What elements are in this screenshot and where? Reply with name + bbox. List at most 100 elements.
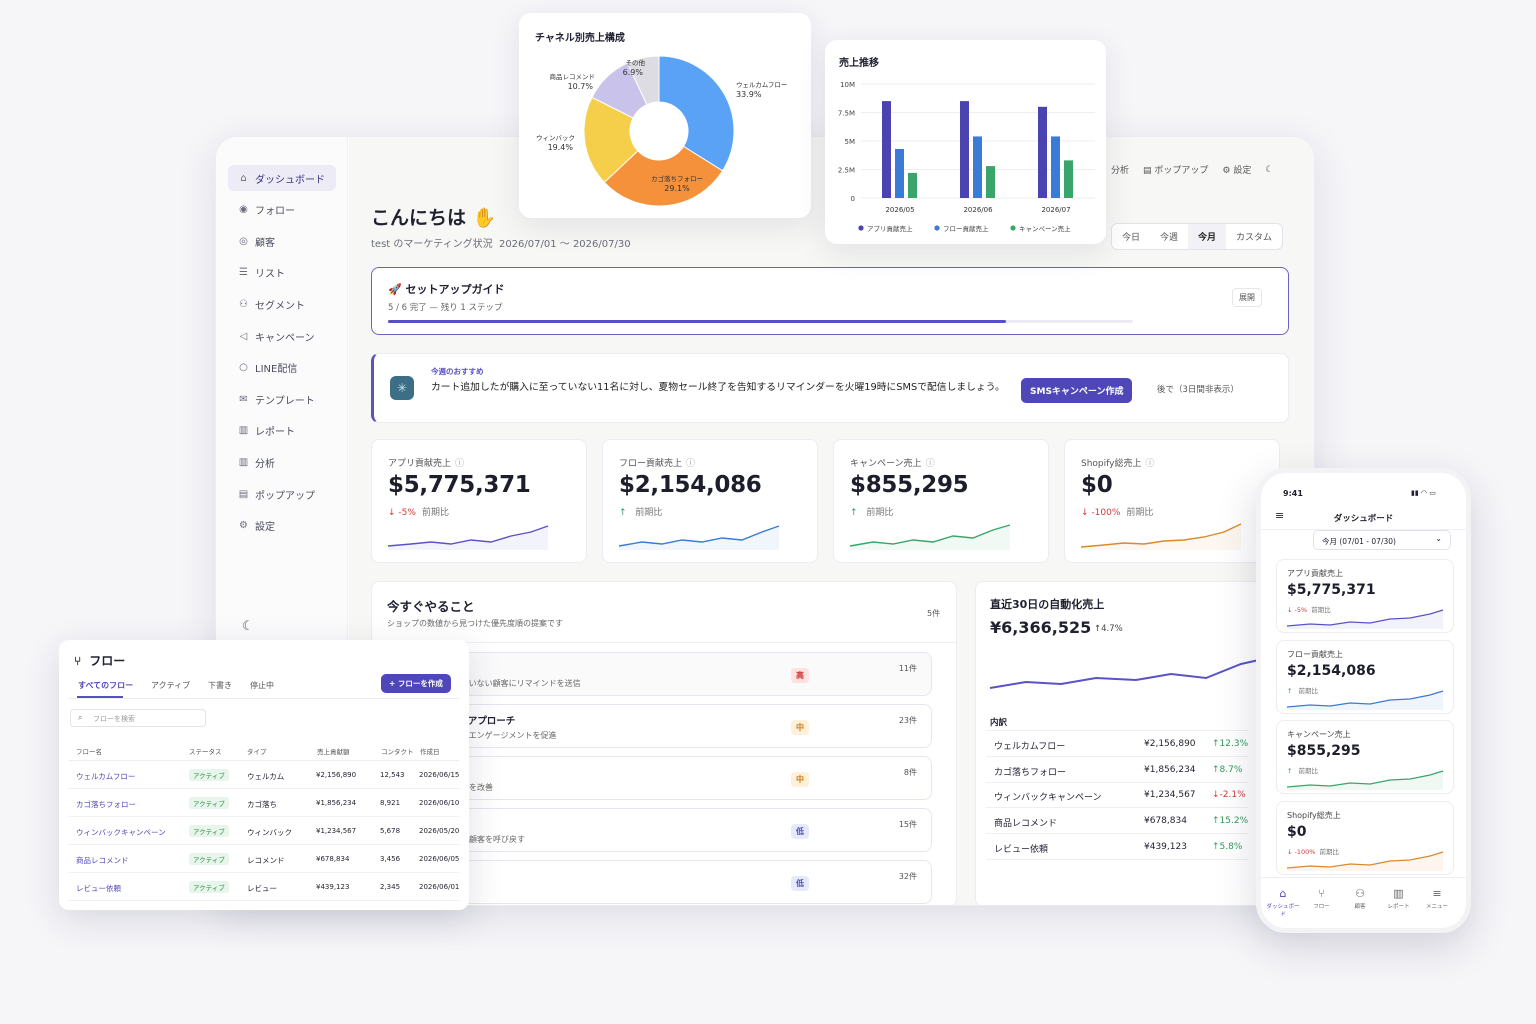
flow-row[interactable]: 商品レコメンド アクティブ レコメンド ¥678,834 3,456 2026/06/05 [69,845,459,873]
flow-date: 2026/06/10 [419,799,460,807]
sidebar-item-11[interactable]: ⚙ 設定 [228,513,336,539]
status-badge: アクティブ [189,853,229,865]
todo-item-count: 15件 [898,820,917,829]
kpi-label: アプリ貢献売上 [388,459,452,469]
mobile-title: ダッシュボード [1333,514,1394,524]
flow-column-header[interactable]: ステータス [189,748,222,756]
flow-column-header[interactable]: 作成日 [420,748,440,756]
home-icon: ⌂ [1279,887,1287,900]
flow-type: レビュー [247,884,277,893]
mobile-nav-1[interactable]: ⑂ フロー [1304,887,1340,910]
automation-value: ¥6,366,525 [990,618,1092,637]
sidebar-item-3[interactable]: ☰ リスト [228,260,336,286]
mobile-kpi-card: キャンペーン売上 $855,295 ↑ 前期比 [1276,720,1454,794]
range-option-2[interactable]: 今月 [1188,224,1227,249]
mobile-range-select[interactable]: 今月 (07/01 - 07/30) ⌄ [1313,530,1451,550]
popup-icon: ▤ [238,488,249,500]
sidebar-item-9[interactable]: ▥ 分析 [228,449,336,475]
create-sms-campaign-button[interactable]: SMSキャンペーン作成 [1021,378,1133,403]
mobile-nav-2[interactable]: ⚇ 顧客 [1342,887,1378,910]
sidebar-item-7[interactable]: ✉ テンプレート [228,386,336,412]
range-option-0[interactable]: 今日 [1122,233,1141,243]
flow-column-header[interactable]: コンタクト [381,748,414,756]
y-tick-label: 10M [840,81,855,89]
popup-icon: ▤ [1143,166,1155,176]
nav-popup[interactable]: ▤ ポップアップ [1143,166,1209,176]
chat-bubble-icon: ○ [239,362,248,374]
dismiss-later-link[interactable]: 後で（3日間非表示） [1157,385,1239,395]
flow-column-header[interactable]: フロー名 [76,748,102,756]
kpi-compare: 前期比 [1126,508,1154,518]
dark-mode-icon[interactable]: ☾ [242,619,254,634]
mobile-kpi-label: フロー貢献売上 [1287,649,1343,659]
moon-icon[interactable]: ☾ [1265,164,1274,175]
flow-search-input[interactable]: ⌕ フローを検索 [70,709,206,727]
sidebar-item-2[interactable]: ◎ 顧客 [228,228,336,254]
sidebar-item-6[interactable]: ○ LINE配信 [228,355,336,381]
range-option-1[interactable]: 今週 [1160,233,1179,243]
nav-settings[interactable]: ⚙ 設定 [1222,166,1252,176]
flow-date: 2026/05/20 [419,827,460,835]
flow-row[interactable]: レビュー依頼 アクティブ レビュー ¥439,123 2,345 2026/06/01 [69,873,459,901]
setup-guide[interactable]: 🚀 セットアップガイド 5 / 6 完了 — 残り 1 ステップ 展開 [371,267,1289,335]
bar [986,166,995,198]
sidebar-item-8[interactable]: ▥ レポート [228,418,336,444]
flow-date: 2026/06/15 [419,771,460,779]
mobile-nav-3[interactable]: ▥ レポート [1381,887,1417,910]
status-icons: ▮▮ ◠ ▭ [1411,489,1436,497]
sidebar-item-4[interactable]: ⚇ セグメント [228,291,336,317]
todo-item-desc: ト追加したが購入に至っていない顧客にリマインドを送信 [373,679,581,688]
flow-row[interactable]: ウィンバックキャンペーン アクティブ ウィンバック ¥1,234,567 5,678 20… [69,817,459,845]
pie-category-label: 商品レコメンド [550,72,596,81]
setup-progress-bar [388,320,1007,323]
flow-row[interactable]: カゴ落ちフォロー アクティブ カゴ落ち ¥1,856,234 8,921 2026/06/… [69,789,459,817]
automation-revenue-panel: 直近30日の自動化売上 ¥6,366,525 ↑4.7% 内訳 ウェルカムフロー… [975,581,1275,905]
flow-tab-3[interactable]: 停止中 [250,681,274,690]
flow-icon: ⑂ [74,653,82,668]
flow-name-link[interactable]: カゴ落ちフォロー [76,800,136,809]
mobile-nav-4[interactable]: ≡ メニュー [1419,887,1455,910]
sidebar-item-1[interactable]: ◉ フォロー [228,197,336,223]
sidebar-item-0[interactable]: ⌂ ダッシュボード [228,165,336,191]
bar [1064,160,1073,198]
mobile-nav-0[interactable]: ⌂ ダッシュボード [1265,887,1301,918]
sidebar-item-label: テンプレート [255,395,315,407]
bar-chart-icon: ▥ [238,456,249,468]
mobile-kpi-card: Shopify総売上 $0 ↓ -100% 前期比 [1276,800,1454,875]
menu-icon[interactable]: ≡ [1275,509,1285,522]
flow-name-link[interactable]: ウェルカムフロー [76,772,136,781]
nav-analysis[interactable]: 分析 [1111,166,1130,176]
kpi-card: アプリ貢献売上 ⓘ $5,775,371 ↓ -5% 前期比 [371,439,587,563]
flow-row[interactable]: ウェルカムフロー アクティブ ウェルカム ¥2,156,890 12,543 2026/0… [69,761,459,789]
sidebar-item-5[interactable]: ◁ キャンペーン [228,323,336,349]
expand-button[interactable]: 展開 [1232,288,1262,307]
breakdown-name: レビュー依頼 [994,844,1049,855]
x-tick-label: 2026/06 [963,206,993,214]
todo-count: 5件 [927,609,941,618]
flow-name-link[interactable]: 商品レコメンド [76,856,129,865]
flow-column-header[interactable]: タイプ [247,748,267,756]
users-icon: ⚇ [1355,887,1365,900]
weekly-recommendation: ✳ 今週のおすすめ カート追加したが購入に至っていない11名に対し、夏物セール終… [371,353,1289,423]
flow-tab-1[interactable]: アクティブ [151,681,191,690]
kpi-compare: 前期比 [866,508,894,518]
pie-percent-label: 29.1% [664,184,690,193]
info-icon: ⓘ [455,459,465,469]
sidebar-item-10[interactable]: ▤ ポップアップ [228,481,336,507]
arrow-up-icon: ↑ [1287,767,1295,775]
flow-column-header[interactable]: 売上貢献額 [317,748,350,756]
kpi-compare: 前期比 [421,508,449,518]
gear-icon: ⚙ [1222,166,1234,176]
bar [882,101,891,198]
flow-tab-0[interactable]: すべてのフロー [78,681,134,690]
flow-type: ウィンバック [247,828,292,837]
mobile-nav-label: ダッシュボード [1266,904,1300,918]
flow-name-link[interactable]: ウィンバックキャンペーン [76,828,166,837]
flow-tab-2[interactable]: 下書き [208,681,232,690]
kpi-value: $5,775,371 [388,472,531,498]
create-flow-button[interactable]: + フローを作成 [381,674,451,693]
sidebar-item-label: フォロー [255,206,295,218]
range-option-3[interactable]: カスタム [1236,233,1273,243]
flow-name-link[interactable]: レビュー依頼 [76,884,121,893]
